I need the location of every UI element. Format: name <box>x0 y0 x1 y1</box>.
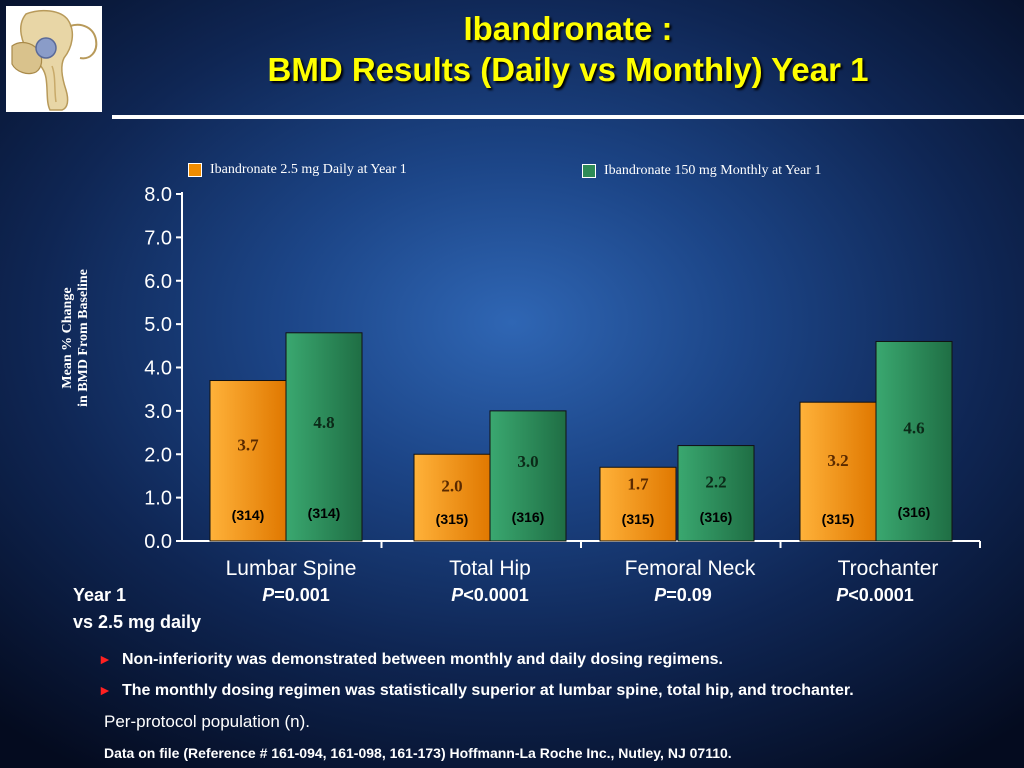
bar-value-label-daily-2: 1.7 <box>627 474 649 493</box>
bar-value-label-monthly-0: 4.8 <box>313 413 334 432</box>
bar-value-label-monthly-3: 4.6 <box>903 418 924 437</box>
p-value-text: <0.0001 <box>463 585 529 605</box>
bar-monthly-2 <box>677 445 755 542</box>
title-line-1: Ibandronate : <box>463 10 673 47</box>
category-label-lumbar-spine: Lumbar Spine <box>225 557 357 580</box>
legend-swatch-daily <box>188 163 202 177</box>
bullet-non-inferiority: ► Non-inferiority was demonstrated betwee… <box>98 651 723 669</box>
bullet-text: The monthly dosing regimen was statistic… <box>122 682 854 699</box>
p-value-femoral-neck: P=0.09 <box>654 585 712 606</box>
bar-n-label-monthly-1: (316) <box>512 509 545 525</box>
p-value-text: =0.001 <box>274 585 330 605</box>
p-value-text: <0.0001 <box>848 585 914 605</box>
y-tick-label: 5.0 <box>144 314 172 336</box>
comparison-label-line-1: Year 1 <box>73 585 127 605</box>
footnote: Data on file (Reference # 161-094, 161-0… <box>104 745 732 761</box>
bar-daily-0 <box>209 380 287 542</box>
bullet-arrow-icon: ► <box>98 682 112 698</box>
y-tick-label: 4.0 <box>144 358 172 380</box>
y-tick-label: 3.0 <box>144 401 172 423</box>
bullet-text: Non-inferiority was demonstrated between… <box>122 651 723 668</box>
bar-n-label-daily-1: (315) <box>436 511 469 527</box>
bar-n-label-daily-2: (315) <box>622 511 655 527</box>
bar-value-label-daily-0: 3.7 <box>237 436 259 455</box>
legend-swatch-monthly <box>582 164 596 178</box>
p-symbol: P <box>451 585 464 605</box>
bar-monthly-1 <box>489 410 567 542</box>
bar-monthly-3 <box>875 340 953 542</box>
slide-title: Ibandronate : BMD Results (Daily vs Mont… <box>120 8 1016 90</box>
bar-value-label-monthly-1: 3.0 <box>517 452 538 471</box>
y-tick-label: 7.0 <box>144 227 172 249</box>
bullet-superiority: ► The monthly dosing regimen was statisti… <box>98 682 854 700</box>
p-value-total-hip: P<0.0001 <box>451 585 529 606</box>
comparison-label-line-2: vs 2.5 mg daily <box>73 612 202 632</box>
bar-value-label-daily-3: 3.2 <box>827 451 848 470</box>
category-label-trochanter: Trochanter <box>837 557 939 580</box>
y-tick-label: 0.0 <box>144 531 172 553</box>
bar-value-label-daily-1: 2.0 <box>441 476 462 495</box>
p-symbol: P <box>836 585 849 605</box>
bar-n-label-daily-0: (314) <box>232 507 265 523</box>
bar-monthly-0 <box>285 332 363 542</box>
bar-n-label-monthly-2: (316) <box>700 509 733 525</box>
bar-n-label-monthly-3: (316) <box>898 504 931 520</box>
category-label-femoral-neck: Femoral Neck <box>624 557 756 580</box>
p-value-trochanter: P<0.0001 <box>836 585 914 606</box>
p-value-lumbar-spine: P=0.001 <box>262 585 330 606</box>
legend-label-daily: Ibandronate 2.5 mg Daily at Year 1 <box>210 162 407 177</box>
y-tick-label: 1.0 <box>144 488 172 510</box>
bar-value-label-monthly-2: 2.2 <box>705 473 726 492</box>
y-tick-label: 2.0 <box>144 444 172 466</box>
category-label-total-hip: Total Hip <box>449 557 531 580</box>
bar-n-label-daily-3: (315) <box>822 511 855 527</box>
y-tick-label: 8.0 <box>144 184 172 206</box>
bar-daily-3 <box>799 401 877 542</box>
title-line-2: BMD Results (Daily vs Monthly) Year 1 <box>267 51 869 88</box>
per-protocol-note: Per-protocol population (n). <box>104 712 311 731</box>
legend-label-monthly: Ibandronate 150 mg Monthly at Year 1 <box>604 163 822 178</box>
p-symbol: P <box>262 585 275 605</box>
bar-daily-2 <box>599 466 677 542</box>
p-symbol: P <box>654 585 667 605</box>
title-divider <box>112 115 1024 119</box>
bullet-arrow-icon: ► <box>98 651 112 667</box>
p-value-text: =0.09 <box>666 585 712 605</box>
bar-n-label-monthly-0: (314) <box>308 505 341 521</box>
y-tick-label: 6.0 <box>144 271 172 293</box>
bar-daily-1 <box>413 453 491 542</box>
hip-bone-logo <box>6 6 102 112</box>
